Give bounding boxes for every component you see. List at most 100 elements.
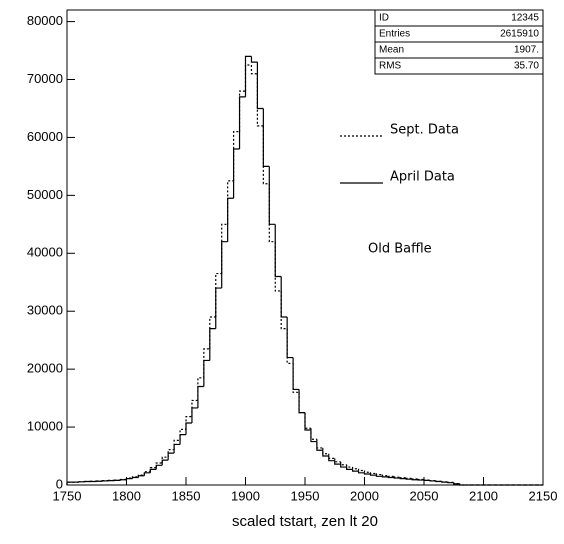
x-tick-label: 2150 — [529, 488, 558, 503]
histogram-step — [418, 479, 424, 480]
histogram-step — [257, 62, 263, 108]
histogram-step — [210, 329, 216, 361]
y-tick-label: 40000 — [27, 245, 63, 260]
histogram-step — [365, 471, 371, 473]
histogram-step — [246, 65, 252, 91]
histogram-step — [376, 475, 382, 476]
stats-value: 12345 — [511, 13, 539, 24]
histogram-step — [317, 442, 323, 451]
histogram-step — [228, 181, 234, 224]
histogram-step — [269, 166, 275, 224]
histogram-step — [436, 481, 442, 482]
histogram-step — [257, 74, 263, 126]
histogram-step — [246, 56, 252, 97]
histogram-step — [132, 477, 138, 478]
histogram-step — [305, 413, 311, 430]
histogram-step — [299, 392, 305, 412]
stats-label: RMS — [379, 61, 402, 72]
histogram-step — [370, 474, 376, 475]
histogram-step — [180, 435, 186, 445]
stats-value: 2615910 — [500, 29, 539, 40]
y-tick-label: 30000 — [27, 303, 63, 318]
histogram-step — [287, 317, 293, 358]
stats-label: ID — [379, 13, 389, 24]
histogram-step — [448, 482, 454, 483]
histogram-step — [293, 363, 299, 392]
legend-label: Sept. Data — [390, 123, 459, 138]
histogram-step — [263, 108, 269, 166]
histogram-step — [174, 444, 180, 453]
histogram-step — [382, 476, 388, 477]
histogram-step — [162, 460, 168, 465]
histogram-step — [293, 358, 299, 390]
x-tick-label: 2000 — [350, 488, 379, 503]
y-tick-label: 10000 — [27, 419, 63, 434]
histogram-step — [376, 473, 382, 474]
histogram-step — [269, 184, 275, 242]
annotation: Old Baffle — [368, 242, 432, 257]
histogram-step — [406, 479, 412, 480]
x-tick-label: 1900 — [231, 488, 260, 503]
histogram-step — [388, 476, 394, 477]
x-tick-label: 2100 — [469, 488, 498, 503]
histogram-step — [323, 448, 329, 454]
histogram-step — [234, 149, 240, 198]
histogram-step — [412, 478, 418, 479]
histogram-step — [329, 454, 335, 459]
histogram-step — [216, 288, 222, 329]
histogram-step — [222, 242, 228, 288]
x-tick-label: 2050 — [410, 488, 439, 503]
histogram-step — [299, 389, 305, 412]
histogram-step — [400, 478, 406, 479]
histogram-step — [150, 469, 156, 472]
histogram-step — [144, 473, 150, 476]
histogram-step — [210, 317, 216, 349]
histogram-step — [460, 484, 466, 485]
y-tick-label: 70000 — [27, 71, 63, 86]
histogram-step — [347, 465, 353, 467]
histogram-step — [305, 413, 311, 429]
x-tick-label: 1950 — [291, 488, 320, 503]
x-tick-label: 1850 — [172, 488, 201, 503]
histogram-step — [186, 423, 192, 435]
x-tick-label: 1800 — [112, 488, 141, 503]
histogram-step — [406, 478, 412, 479]
histogram-step — [412, 479, 418, 480]
histogram-step — [192, 408, 198, 423]
histogram-step — [198, 378, 204, 401]
histogram-step — [353, 469, 359, 471]
stats-label: Entries — [379, 29, 410, 40]
histogram-step — [275, 242, 281, 291]
histogram-step — [121, 480, 127, 481]
histogram-step — [204, 349, 210, 378]
histogram-step — [281, 276, 287, 317]
histogram-step — [222, 224, 228, 273]
histogram-step — [138, 476, 144, 478]
histogram-step — [359, 471, 365, 473]
histogram-step — [341, 462, 347, 465]
histogram-step — [216, 274, 222, 317]
histogram-step — [382, 475, 388, 476]
histogram-step — [311, 428, 317, 439]
histogram-step — [251, 65, 257, 74]
histogram-step — [370, 472, 376, 473]
histogram-step — [281, 291, 287, 329]
histogram-step — [251, 56, 257, 62]
histogram-step — [234, 132, 240, 181]
histogram-step — [365, 473, 371, 474]
stats-value: 1907. — [514, 45, 539, 56]
histogram-step — [127, 479, 133, 480]
y-tick-label: 80000 — [27, 13, 63, 28]
stats-label: Mean — [379, 45, 404, 56]
x-axis-label: scaled tstart, zen lt 20 — [232, 513, 378, 530]
histogram-step — [317, 439, 323, 448]
histogram-step — [168, 453, 174, 460]
histogram-step — [353, 467, 359, 469]
histogram-step — [263, 126, 269, 184]
y-tick-label: 50000 — [27, 187, 63, 202]
histogram-step — [454, 483, 460, 484]
histogram-step — [198, 387, 204, 408]
y-tick-label: 20000 — [27, 361, 63, 376]
histogram-step — [335, 458, 341, 461]
